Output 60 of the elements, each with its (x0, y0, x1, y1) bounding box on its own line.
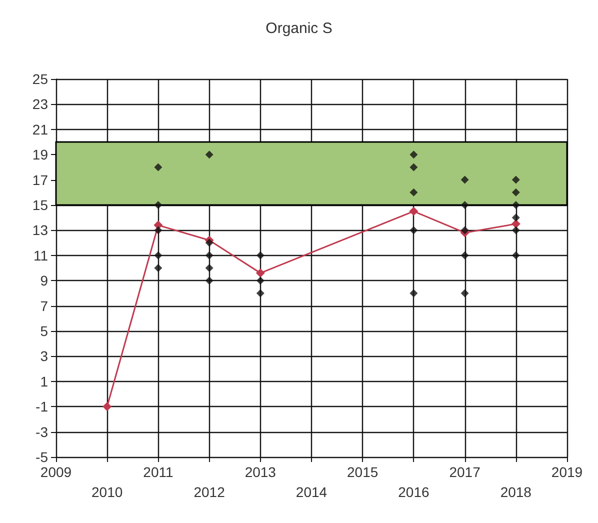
point (205, 276, 214, 285)
point (154, 226, 162, 234)
y-tick-label: 7 (40, 298, 48, 314)
y-tick-label: 17 (32, 172, 48, 188)
point (154, 201, 162, 209)
point (460, 226, 469, 234)
y-tick-label: 9 (40, 272, 48, 289)
y-tick-label: -5 (36, 449, 48, 465)
y-tick-label: 23 (32, 96, 48, 112)
point (512, 201, 520, 209)
x2-tick-label: 2018 (500, 484, 532, 500)
point (512, 251, 520, 260)
point (205, 238, 214, 247)
point (460, 176, 469, 184)
point (256, 289, 264, 298)
point (460, 201, 469, 209)
point (512, 176, 520, 184)
y-tick-label: 11 (33, 247, 48, 264)
point (512, 188, 520, 196)
y-tick-label: 21 (32, 121, 48, 138)
y-tick-label: -3 (36, 424, 48, 440)
x2-tick-label: 2012 (194, 484, 226, 500)
y-tick-label: 5 (40, 323, 48, 339)
y-tick-label: 1 (40, 373, 48, 390)
x2-tick-label: 2010 (92, 484, 123, 500)
x-tick-label: 2009 (40, 464, 72, 480)
point (205, 150, 214, 159)
x-tick-label: 2011 (143, 464, 174, 480)
x-tick-label: 2013 (244, 464, 276, 480)
point (256, 251, 264, 260)
chart-title: Organic S (266, 20, 332, 37)
point (154, 163, 162, 172)
point (512, 226, 520, 234)
point (205, 264, 214, 272)
y-tick-label: 3 (40, 348, 48, 364)
x-tick-label: 2017 (449, 464, 481, 480)
y-tick-label: 13 (32, 222, 48, 238)
point (512, 214, 520, 222)
point (205, 251, 214, 260)
x-tick-label: 2019 (551, 464, 583, 480)
point (154, 264, 162, 272)
x2-tick-label: 2014 (296, 484, 328, 500)
point (256, 276, 264, 285)
point (256, 268, 265, 278)
point (410, 289, 418, 298)
point (410, 226, 418, 234)
x-tick-label: 2015 (347, 464, 378, 480)
point (154, 251, 162, 260)
point (410, 150, 418, 159)
y-tick-label: 25 (32, 71, 48, 87)
point (460, 251, 469, 260)
point (409, 206, 418, 216)
point (410, 163, 418, 172)
y-tick-label: -1 (36, 398, 48, 415)
point (102, 402, 112, 412)
point (410, 188, 418, 196)
y-tick-label: 15 (32, 197, 48, 213)
point (460, 289, 469, 298)
x2-tick-label: 2016 (398, 484, 430, 500)
y-tick-label: 19 (32, 146, 48, 163)
